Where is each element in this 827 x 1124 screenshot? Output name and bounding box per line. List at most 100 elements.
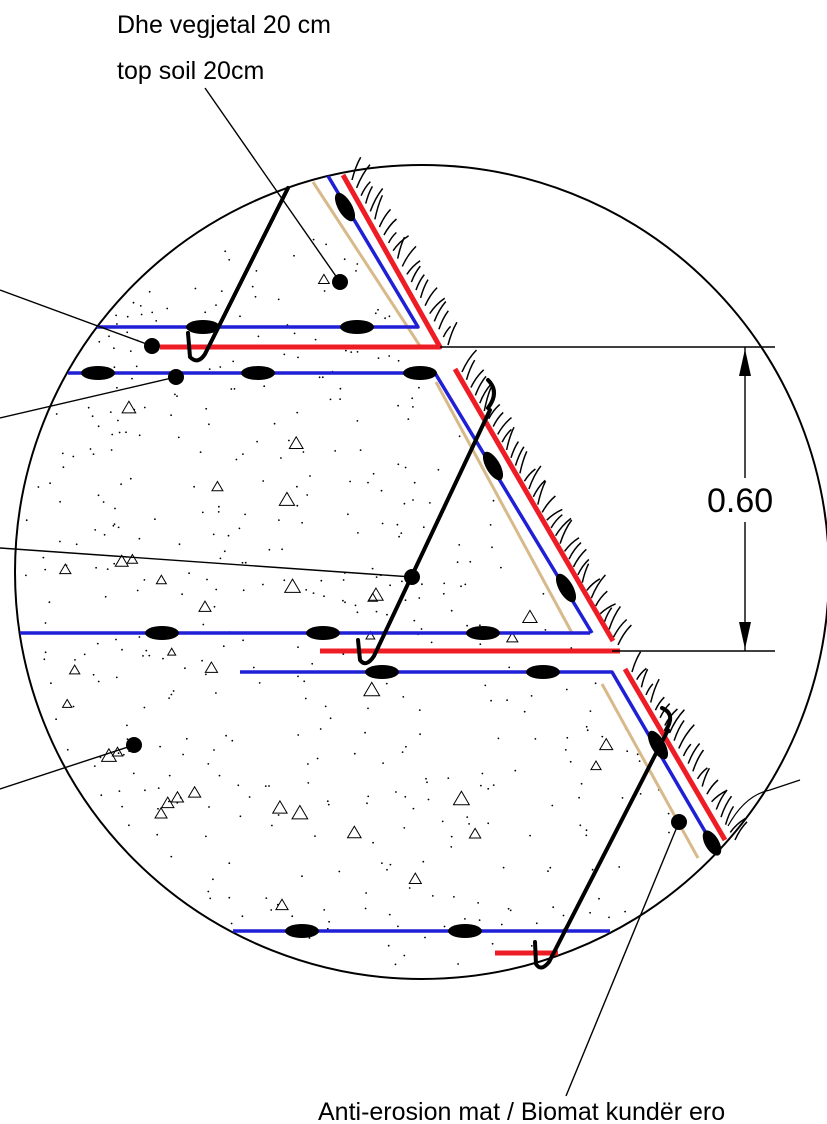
stipple-dot-icon [157,787,160,789]
stipple-dot-icon [262,480,265,482]
triangle-aggregate-icon [121,400,137,414]
stipple-dot-icon [402,696,405,698]
grass-tuft-icon [595,590,608,607]
stipple-dot-icon [388,355,391,357]
stipple-dot-icon [601,735,604,738]
stipple-dot-icon [429,502,431,504]
grass-tuft-icon [724,805,735,825]
stipple-dot-icon [102,501,105,503]
stipple-dot-icon [202,623,205,626]
stipple-dot-icon [397,925,399,928]
stipple-dot-icon [544,629,547,631]
stipple-dot-icon [208,368,211,370]
stipple-dot-icon [176,395,178,397]
triangle-aggregate-icon [367,587,385,601]
stipple-dot-icon [103,533,106,536]
stipple-dot-icon [213,605,216,608]
stipple-dot-icon [219,366,222,368]
grass-tuft-icon [528,465,542,490]
grass-tuft-icon [438,310,449,330]
stipple-dot-icon [350,351,353,353]
stipple-dot-icon [535,922,538,925]
triangle-aggregate-icon [452,790,471,806]
stipple-dot-icon [168,800,170,803]
stipple-dot-icon [624,910,626,913]
stipple-dot-icon [233,388,236,390]
stipple-dot-icon [199,451,202,453]
stipple-dot-icon [468,823,470,825]
stipple-dot-icon [244,561,247,564]
anchor-pin-2 [356,378,496,666]
stipple-dot-icon [281,548,283,551]
stipple-dot-icon [405,745,407,748]
stipple-dot-icon [91,415,94,418]
stipple-dot-icon [230,388,233,390]
stipple-dot-icon [136,589,139,592]
stipple-dot-icon [217,511,220,513]
stipple-dot-icon [205,407,208,410]
stipple-dot-icon [296,504,299,507]
stipple-dot-icon [242,639,245,642]
stipple-dot-icon [224,250,227,253]
stipple-dot-icon [314,835,316,837]
stipple-dot-icon [388,913,391,916]
stipple-dot-icon [500,566,502,569]
stipple-dot-icon [93,765,96,767]
stipple-dot-icon [156,833,159,836]
stipple-dot-icon [608,916,610,919]
stipple-dot-icon [131,377,133,380]
stipple-dot-icon [104,595,107,598]
stipple-dot-icon [166,307,169,310]
stipple-dot-icon [61,452,64,455]
stipple-dot-icon [143,406,146,409]
stipple-dot-icon [170,414,173,417]
grass-tuft-icon [546,508,563,521]
grass-tuft-icon [378,208,392,228]
stipple-dot-icon [591,868,594,871]
grass-tuft-icon [563,537,580,552]
triangle-aggregate-icon [283,578,302,593]
stipple-dot-icon [507,907,510,910]
connector [365,665,399,679]
stipple-dot-icon [59,540,61,543]
triangle-aggregate-icon [365,630,376,640]
stipple-dot-icon [258,682,261,684]
stipple-dot-icon [204,311,207,314]
stipple-dot-icon [375,576,378,578]
stipple-dot-icon [62,466,65,469]
stipple-dot-icon [356,263,359,265]
stipple-dot-icon [113,366,116,369]
stipple-dot-icon [316,757,319,760]
stipple-dot-icon [422,860,425,863]
stipple-dot-icon [55,413,58,415]
stipple-dot-icon [329,398,332,401]
stipple-dot-icon [205,835,207,838]
stipple-dot-icon [403,827,406,829]
stipple-dot-icon [257,335,260,338]
stipple-dot-icon [144,789,146,792]
stipple-dot-icon [87,406,90,409]
stipple-dot-icon [288,439,290,442]
triangle-aggregate-icon [468,827,482,839]
stipple-dot-icon [354,604,357,607]
stipple-dot-icon [466,624,468,627]
stipple-dot-icon [413,619,416,622]
stipple-dot-icon [562,914,565,917]
stipple-dot-icon [115,638,117,641]
stipple-dot-icon [148,654,151,657]
stipple-dot-icon [237,784,240,787]
stipple-dot-icon [97,494,100,497]
stipple-dot-icon [404,795,407,798]
stipple-dot-icon [291,915,294,918]
stipple-dot-icon [222,645,225,648]
stipple-dot-icon [296,411,299,414]
stipple-dot-icon [389,584,391,587]
stipple-dot-icon [319,728,322,730]
stipple-dot-icon [343,258,346,261]
grass-tuft-icon [483,387,492,412]
grass-tufts [351,156,748,841]
stipple-dot-icon [312,592,315,594]
grass-tuft-icon [559,519,573,544]
triangle-aggregate-icon [590,760,602,771]
stipple-dot-icon [143,706,146,709]
